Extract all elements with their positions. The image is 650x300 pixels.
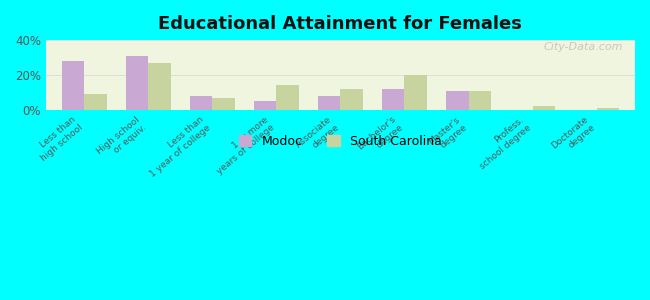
Bar bbox=[382, 89, 404, 110]
Bar bbox=[254, 101, 276, 110]
Bar bbox=[276, 85, 299, 110]
Bar bbox=[190, 96, 213, 110]
Bar bbox=[341, 89, 363, 110]
Bar bbox=[84, 94, 107, 110]
Legend: Modoc, South Carolina: Modoc, South Carolina bbox=[233, 128, 448, 154]
Bar bbox=[318, 96, 341, 110]
Bar bbox=[404, 75, 427, 110]
Bar bbox=[148, 63, 171, 110]
Bar bbox=[213, 98, 235, 110]
Bar bbox=[597, 108, 619, 110]
Bar bbox=[532, 106, 555, 110]
Bar bbox=[62, 61, 84, 110]
Bar bbox=[469, 91, 491, 110]
Bar bbox=[446, 91, 469, 110]
Title: Educational Attainment for Females: Educational Attainment for Females bbox=[159, 15, 523, 33]
Bar bbox=[126, 56, 148, 110]
Text: City-Data.com: City-Data.com bbox=[543, 42, 623, 52]
